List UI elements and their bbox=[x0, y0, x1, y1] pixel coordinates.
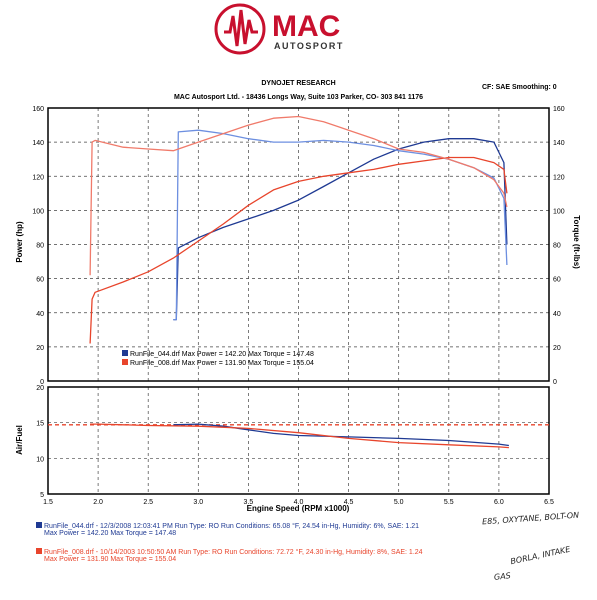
legend-swatch-red bbox=[122, 359, 128, 365]
y2-tick-label: 140 bbox=[553, 140, 565, 147]
x-tick-label: 6.5 bbox=[544, 499, 554, 506]
run044-conditions: RunFile_044.drf - 12/3/2008 12:03:41 PM … bbox=[44, 523, 420, 530]
y-tick-label: 15 bbox=[36, 421, 44, 428]
report-subtitle: MAC Autosport Ltd. - 18436 Longs Way, Su… bbox=[173, 94, 424, 101]
run008-swatch bbox=[36, 548, 42, 554]
y-tick-label: 10 bbox=[36, 456, 44, 463]
x-tick-label: 2.5 bbox=[143, 499, 153, 506]
y2-tick-label: 120 bbox=[553, 174, 565, 181]
series-line-runfile_008-drf-power bbox=[89, 156, 508, 344]
power-torque-chart: 0 20 40 60 80 100 120 140 160 0 20 40 60 80 100 120 140 1… bbox=[32, 106, 564, 386]
plot-frame bbox=[47, 386, 550, 495]
series-line-runfile_044-drf-power bbox=[173, 138, 508, 321]
correction-factor: CF: SAE Smoothing: 0 bbox=[482, 84, 557, 91]
y2-tick-label: 40 bbox=[553, 311, 561, 318]
torque-axis-label: Torque (ft-lbs) bbox=[572, 215, 581, 269]
y2-tick-label: 20 bbox=[553, 345, 561, 352]
y2-tick-label: 0 bbox=[553, 379, 557, 386]
series-line-runfile_008-drf bbox=[90, 423, 509, 449]
x-tick-label: 2.0 bbox=[93, 499, 103, 506]
mac-autosport-logo: MAC AUTOSPORT bbox=[214, 2, 384, 58]
y2-tick-label: 60 bbox=[553, 277, 561, 284]
y2-tick-label: 100 bbox=[553, 208, 565, 215]
y2-tick-label: 160 bbox=[553, 106, 565, 113]
x-tick-label: 1.5 bbox=[43, 499, 53, 506]
run008-max: Max Power = 131.90 Max Torque = 155.04 bbox=[44, 556, 177, 563]
y-tick-label: 20 bbox=[36, 345, 44, 352]
series-line-runfile_008-drf-torque bbox=[89, 115, 508, 276]
report-title: DYNOJET RESEARCH bbox=[261, 80, 336, 87]
y-tick-label: 20 bbox=[36, 385, 44, 392]
run008-info: RunFile_008.drf - 10/14/2003 10:50:50 AM… bbox=[36, 548, 423, 563]
x-tick-label: 3.0 bbox=[193, 499, 203, 506]
air-fuel-chart: 5 10 15 20 1.5 2.0 2.5 3.0 3.5 4.0 4.5 5.0 5.5 6.0 6.5 bbox=[36, 385, 554, 506]
logo-brand: MAC bbox=[272, 10, 340, 43]
series-line-runfile_044-drf-torque bbox=[173, 129, 508, 321]
power-axis-label: Power (hp) bbox=[15, 221, 24, 263]
afr-axis-label: Air/Fuel bbox=[15, 425, 24, 455]
y-tick-label: 5 bbox=[40, 492, 44, 499]
series-line-runfile_044-drf bbox=[173, 423, 509, 447]
x-tick-label: 3.5 bbox=[244, 499, 254, 506]
y-tick-label: 160 bbox=[32, 106, 44, 113]
run044-info: RunFile_044.drf - 12/3/2008 12:03:41 PM … bbox=[36, 522, 419, 537]
logo-ring bbox=[214, 3, 266, 55]
logo-sub: AUTOSPORT bbox=[274, 41, 344, 51]
x-tick-label: 6.0 bbox=[494, 499, 504, 506]
legend-label: RunFile_044.drf Max Power = 142.20 Max T… bbox=[130, 351, 314, 358]
run044-swatch bbox=[36, 522, 42, 528]
run008-conditions: RunFile_008.drf - 10/14/2003 10:50:50 AM… bbox=[44, 549, 423, 556]
y-tick-label: 60 bbox=[36, 277, 44, 284]
x-tick-label: 5.5 bbox=[444, 499, 454, 506]
handwritten-note-gas: GAS bbox=[493, 571, 512, 582]
legend-swatch-blue bbox=[122, 350, 128, 356]
run044-max: Max Power = 142.20 Max Torque = 147.48 bbox=[44, 530, 177, 537]
y-tick-label: 120 bbox=[32, 174, 44, 181]
y-tick-label: 0 bbox=[40, 379, 44, 386]
x-tick-label: 5.0 bbox=[394, 499, 404, 506]
x-tick-label: 4.0 bbox=[294, 499, 304, 506]
y-tick-label: 100 bbox=[32, 208, 44, 215]
legend-item-run008: RunFile_008.drf Max Power = 131.90 Max T… bbox=[122, 359, 314, 367]
plot-frame bbox=[47, 107, 550, 382]
y2-tick-label: 80 bbox=[553, 243, 561, 250]
logo-pulse-icon bbox=[224, 9, 258, 47]
legend-item-run044: RunFile_044.drf Max Power = 142.20 Max T… bbox=[122, 350, 314, 358]
y-tick-label: 140 bbox=[32, 140, 44, 147]
y-tick-label: 80 bbox=[36, 243, 44, 250]
y-tick-label: 40 bbox=[36, 311, 44, 318]
rpm-axis-label: Engine Speed (RPM x1000) bbox=[247, 504, 350, 513]
x-tick-label: 4.5 bbox=[344, 499, 354, 506]
legend-label: RunFile_008.drf Max Power = 131.90 Max T… bbox=[130, 360, 314, 367]
